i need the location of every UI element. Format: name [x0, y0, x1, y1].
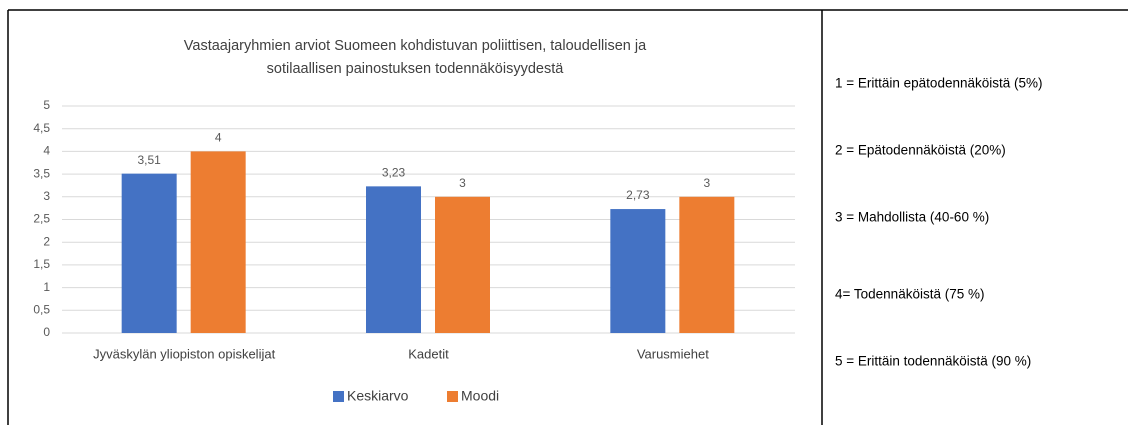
note: 3 = Mahdollista (40-60 %): [835, 210, 989, 225]
data-label: 3: [459, 176, 466, 190]
note: 2 = Epätodennäköistä (20%): [835, 143, 1006, 158]
chart-title: Vastaajaryhmien arviot Suomeen kohdistuv…: [184, 38, 647, 54]
note: 5 = Erittäin todennäköistä (90 %): [835, 354, 1031, 369]
y-tick-label: 1,5: [33, 257, 50, 271]
bar: [121, 173, 177, 333]
bar: [679, 196, 735, 333]
legend-label: Moodi: [461, 388, 499, 404]
bar: [610, 209, 666, 333]
bar: [366, 186, 421, 333]
bar: [190, 151, 246, 333]
data-label: 3: [703, 176, 710, 190]
y-tick-label: 1: [43, 280, 50, 294]
data-label: 4: [215, 131, 222, 145]
data-label: 3,51: [137, 153, 161, 167]
x-tick-label: Jyväskylän yliopiston opiskelijat: [93, 346, 275, 361]
x-tick-label: Kadetit: [408, 346, 449, 361]
y-tick-label: 0,5: [33, 302, 50, 316]
y-tick-label: 2,5: [33, 212, 50, 226]
data-label: 2,73: [626, 188, 650, 202]
note: 4= Todennäköistä (75 %): [835, 287, 984, 302]
legend-label: Keskiarvo: [347, 388, 409, 404]
y-tick-label: 3: [43, 189, 50, 203]
x-tick-label: Varusmiehet: [637, 346, 709, 361]
note: 1 = Erittäin epätodennäköistä (5%): [835, 76, 1043, 91]
bar: [435, 196, 490, 333]
y-tick-label: 2: [43, 234, 50, 248]
data-label: 3,23: [382, 166, 406, 180]
legend-swatch: [447, 391, 458, 402]
legend-swatch: [333, 391, 344, 402]
y-tick-label: 3,5: [33, 166, 50, 180]
y-tick-label: 0: [43, 325, 50, 339]
chart-title: sotilaallisen painostuksen todennäköisyy…: [267, 61, 565, 77]
y-tick-label: 4,5: [33, 121, 50, 135]
y-tick-label: 4: [43, 144, 50, 158]
y-tick-label: 5: [43, 98, 50, 112]
